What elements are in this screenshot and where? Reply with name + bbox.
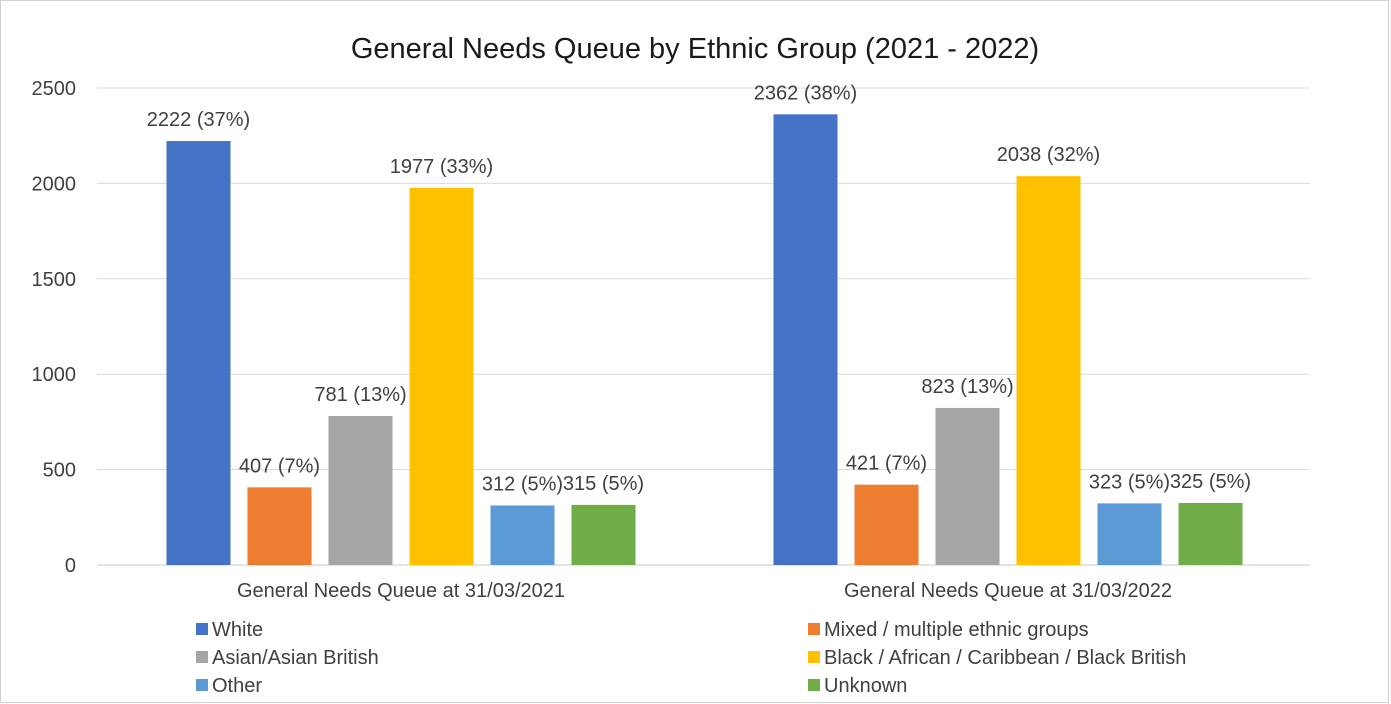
x-axis-categories: General Needs Queue at 31/03/2021 General…	[237, 580, 1172, 602]
bar-other-2	[1097, 503, 1162, 565]
legend: White Mixed / multiple ethnic groups Asian…	[196, 619, 1186, 697]
legend-swatch	[808, 679, 820, 691]
bar-black-african-caribbean-black-british-2	[1016, 176, 1081, 565]
legend-label: Black / African / Caribbean / Black Brit…	[824, 647, 1186, 669]
data-label: 325 (5%)	[1170, 471, 1251, 493]
data-label: 323 (5%)	[1089, 471, 1170, 493]
data-label: 315 (5%)	[563, 473, 644, 495]
legend-swatch	[196, 679, 208, 691]
x-category-label: General Needs Queue at 31/03/2022	[844, 580, 1172, 602]
data-label: 781 (13%)	[314, 384, 406, 406]
data-label: 2222 (37%)	[147, 109, 250, 131]
bar-asian-asian-british-2	[935, 407, 1000, 565]
bar-white-2	[773, 114, 838, 566]
legend-label: White	[212, 619, 263, 641]
legend-swatch	[196, 623, 208, 635]
bars	[166, 114, 1243, 566]
bar-white-1	[166, 141, 231, 565]
bar-black-african-caribbean-black-british-1	[409, 187, 474, 566]
data-label: 823 (13%)	[921, 376, 1013, 398]
legend-label: Other	[212, 675, 262, 697]
bar-mixed-multiple-ethnic-groups-1	[247, 487, 312, 565]
data-label: 421 (7%)	[846, 453, 927, 475]
bar-other-1	[490, 505, 555, 565]
chart-title: General Needs Queue by Ethnic Group (202…	[351, 33, 1039, 65]
legend-swatch	[808, 623, 820, 635]
y-tick-label: 500	[43, 460, 76, 482]
y-tick-label: 2000	[32, 173, 77, 195]
bar-unknown-2	[1178, 502, 1243, 565]
bar-unknown-1	[571, 504, 636, 565]
x-category-label: General Needs Queue at 31/03/2021	[237, 580, 565, 602]
data-label: 312 (5%)	[482, 473, 563, 495]
y-tick-label: 2500	[32, 78, 77, 100]
y-tick-label: 1500	[32, 269, 77, 291]
legend-swatch	[808, 651, 820, 663]
legend-label: Asian/Asian British	[212, 647, 379, 669]
data-label: 1977 (33%)	[390, 156, 493, 178]
y-tick-label: 0	[65, 555, 76, 577]
data-label: 407 (7%)	[239, 455, 320, 477]
y-tick-label: 1000	[32, 364, 77, 386]
data-label: 2362 (38%)	[754, 82, 857, 104]
legend-swatch	[196, 651, 208, 663]
bar-mixed-multiple-ethnic-groups-2	[854, 484, 919, 565]
y-axis-ticks: 0 500 1000 1500 2000 2500	[32, 78, 77, 577]
legend-label: Mixed / multiple ethnic groups	[824, 619, 1089, 641]
legend-label: Unknown	[824, 675, 907, 697]
data-labels: 2222 (37%) 407 (7%) 781 (13%) 1977 (33%) 312…	[147, 82, 1251, 495]
data-label: 2038 (32%)	[997, 144, 1100, 166]
bar-asian-asian-british-1	[328, 415, 393, 565]
